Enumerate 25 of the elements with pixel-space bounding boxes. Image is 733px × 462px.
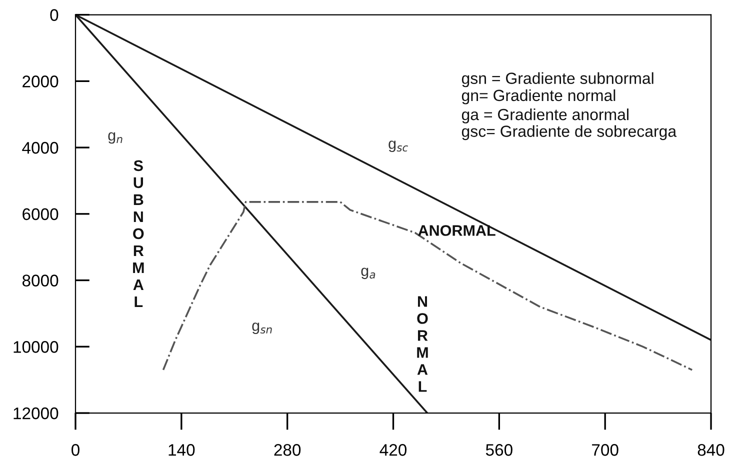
annotation: gsc= Gradiente de sobrecarga [462,125,677,140]
y-tick-label: 2000 [22,76,58,88]
x-tick-label: 560 [486,444,512,456]
y-tick-label: 10000 [14,341,58,353]
x-tick-label: 0 [72,444,80,456]
x-tick-label: 840 [698,444,724,456]
annotation: gn= Gradiente normal [462,89,616,104]
annotation: g$_{a}$ [361,268,376,280]
annotation: g$_{sc}$ [388,140,408,152]
annotation: gsn = Gradiente subnormal [462,72,654,88]
text: SUBNORMAL [133,160,144,307]
annotation: g$_{n}$ [108,132,122,144]
annotation: NORMAL [417,296,428,392]
y-tick-label: 0 [50,9,58,21]
annotation: ga = Gradiente anormal [462,108,628,124]
annotation: ANORMAL [418,225,496,236]
annotation: g$_{sn}$ [252,322,272,334]
x-tick-label: 140 [168,444,195,456]
y-tick-label: 6000 [22,208,58,220]
y-tick-label: 12000 [14,407,58,420]
y-tick-label: 4000 [22,142,58,154]
x-tick-label: 280 [274,444,301,456]
y-tick-label: 8000 [22,274,58,286]
x-tick-label: 700 [592,444,618,456]
x-tick-label: 420 [380,444,407,456]
